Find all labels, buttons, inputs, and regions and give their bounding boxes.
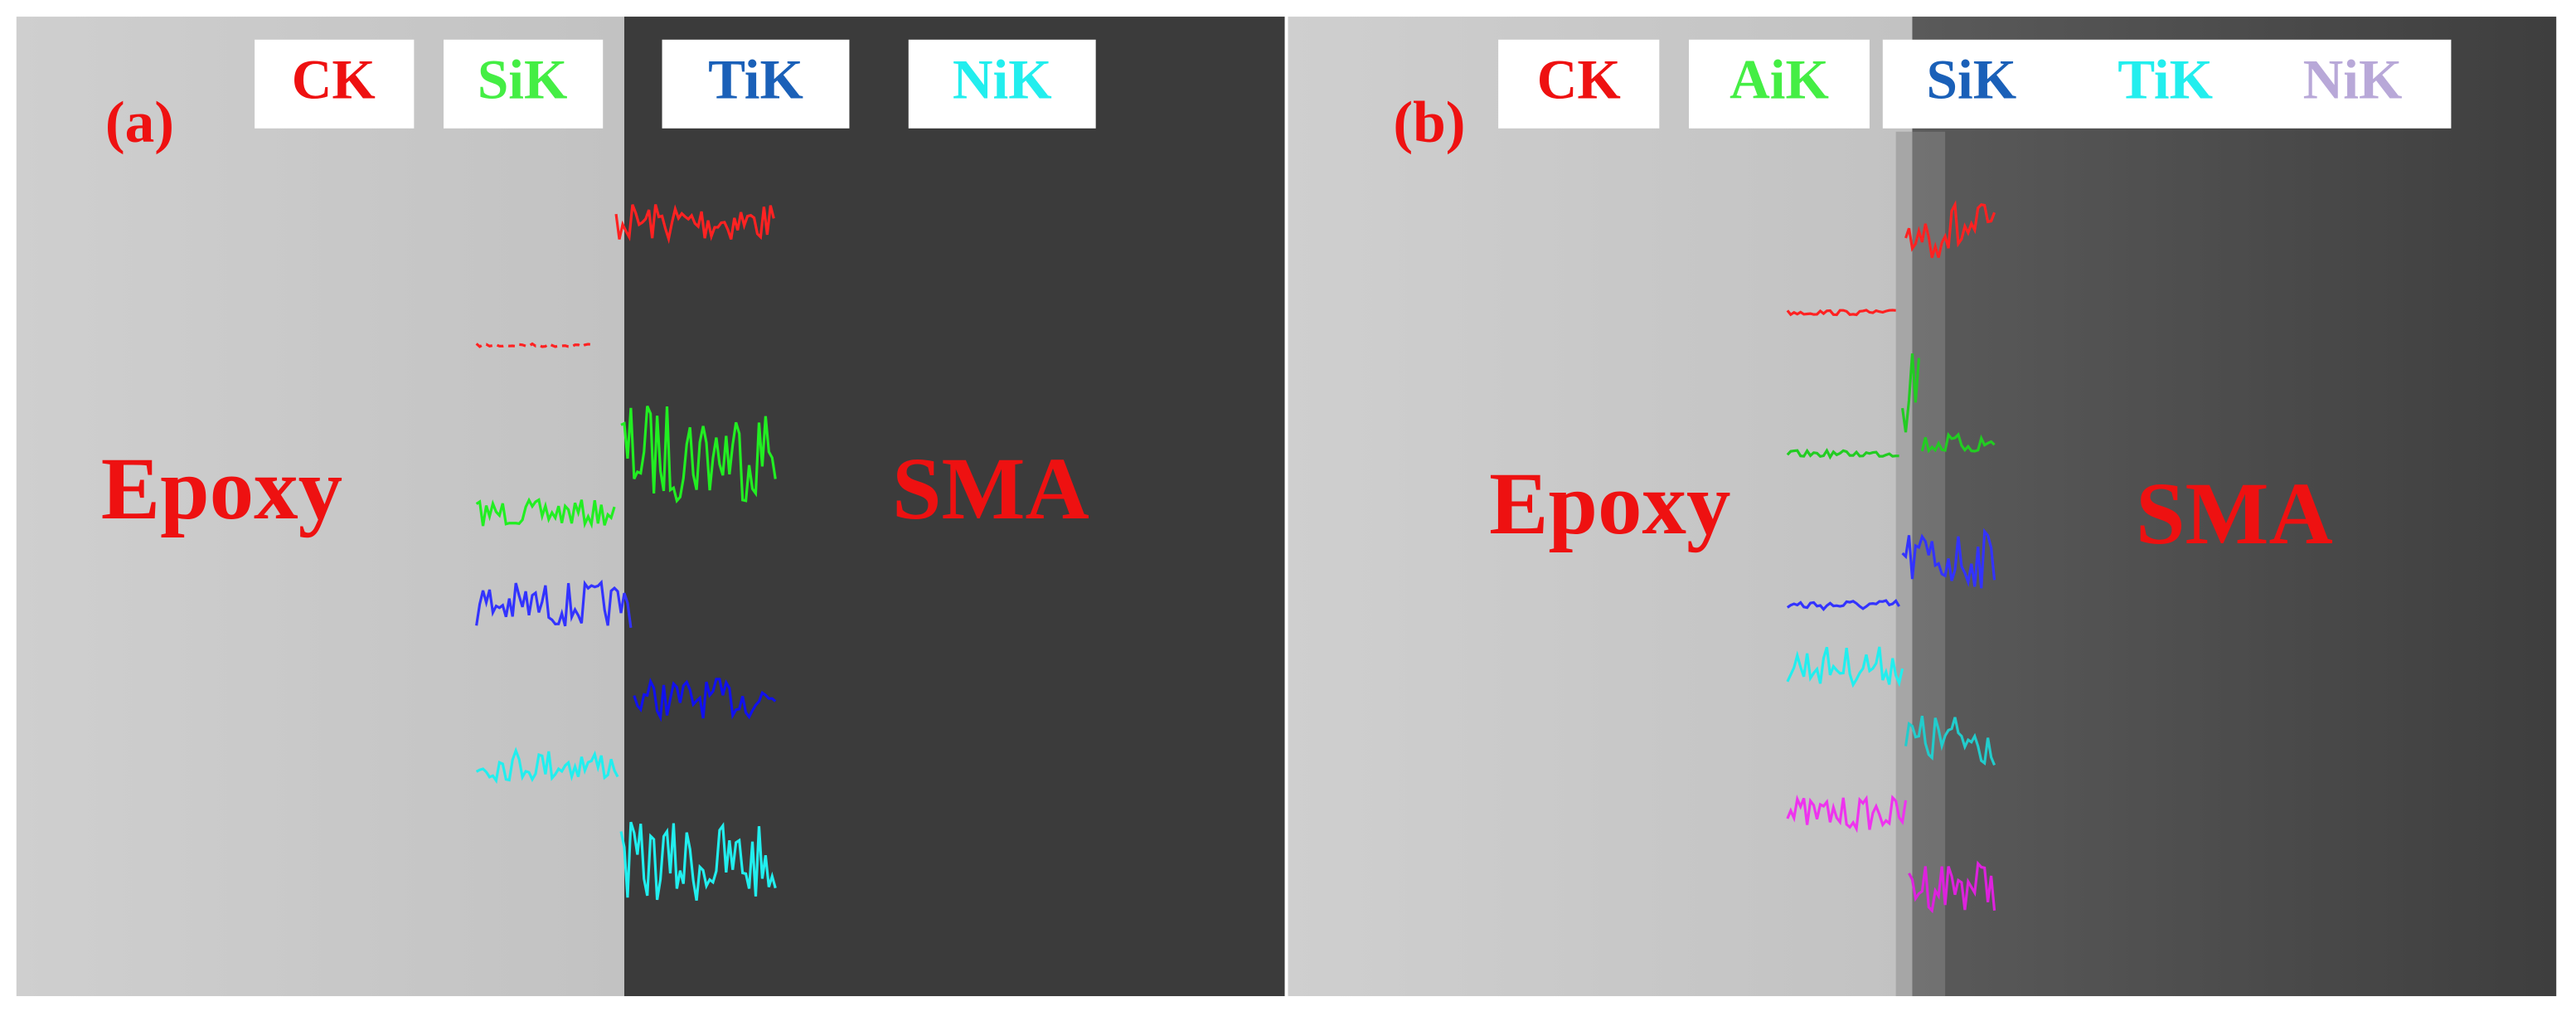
line-scan bbox=[475, 746, 619, 785]
line-scan bbox=[620, 406, 777, 504]
line-scan bbox=[1904, 715, 1996, 766]
panel-a: CK SiK TiK NiK (a) Epoxy SMA bbox=[16, 17, 1285, 997]
region-label: Epoxy bbox=[101, 440, 342, 538]
legend-box bbox=[1882, 39, 2452, 129]
region-label: SMA bbox=[892, 440, 1089, 538]
line-scan bbox=[1786, 599, 1900, 611]
panel-label: (b) bbox=[1393, 90, 1465, 155]
legend-box bbox=[1688, 39, 1870, 129]
line-scan bbox=[475, 497, 616, 529]
line-scan bbox=[475, 579, 633, 628]
legend-entry: SiK bbox=[478, 49, 568, 111]
legend-entry: SiK bbox=[1927, 49, 2017, 111]
legend-box bbox=[1498, 39, 1660, 129]
legend-entry: TiK bbox=[2118, 49, 2213, 111]
legend-entry: NiK bbox=[953, 49, 1052, 111]
region-label: SMA bbox=[2136, 465, 2333, 563]
line-scan bbox=[1920, 431, 1996, 454]
line-scan bbox=[1786, 309, 1896, 317]
legend-entry: NiK bbox=[2303, 49, 2403, 111]
line-scan bbox=[1901, 353, 1920, 433]
legend-entry: CK bbox=[292, 49, 376, 111]
line-scans bbox=[1786, 200, 1996, 914]
legend-box bbox=[255, 39, 415, 129]
sma-region bbox=[623, 17, 1285, 997]
epoxy-region bbox=[1288, 17, 1916, 997]
line-scan bbox=[1786, 447, 1899, 460]
legend-entry: AiK bbox=[1729, 49, 1829, 111]
legend-entry: CK bbox=[1537, 49, 1621, 111]
line-scan bbox=[1908, 860, 1996, 914]
line-scan bbox=[475, 342, 595, 348]
panel-b: CK AiK SiK TiK NiK (b) Epoxy SMA bbox=[1288, 17, 2557, 997]
line-scans bbox=[475, 204, 777, 901]
line-scan bbox=[1786, 646, 1904, 688]
line-scan bbox=[1786, 794, 1908, 834]
legend-box bbox=[908, 39, 1096, 129]
line-scan bbox=[633, 677, 777, 722]
line-scan bbox=[614, 204, 775, 245]
legend-box bbox=[662, 39, 850, 129]
line-scan bbox=[619, 821, 777, 901]
sma-region bbox=[1912, 17, 2557, 997]
panel-label: (a) bbox=[105, 90, 174, 155]
legend-entry: TiK bbox=[708, 49, 803, 111]
line-scan bbox=[1904, 200, 1996, 259]
region-label: Epoxy bbox=[1489, 455, 1730, 553]
line-scan bbox=[1901, 528, 1996, 589]
legend-box bbox=[444, 39, 604, 129]
